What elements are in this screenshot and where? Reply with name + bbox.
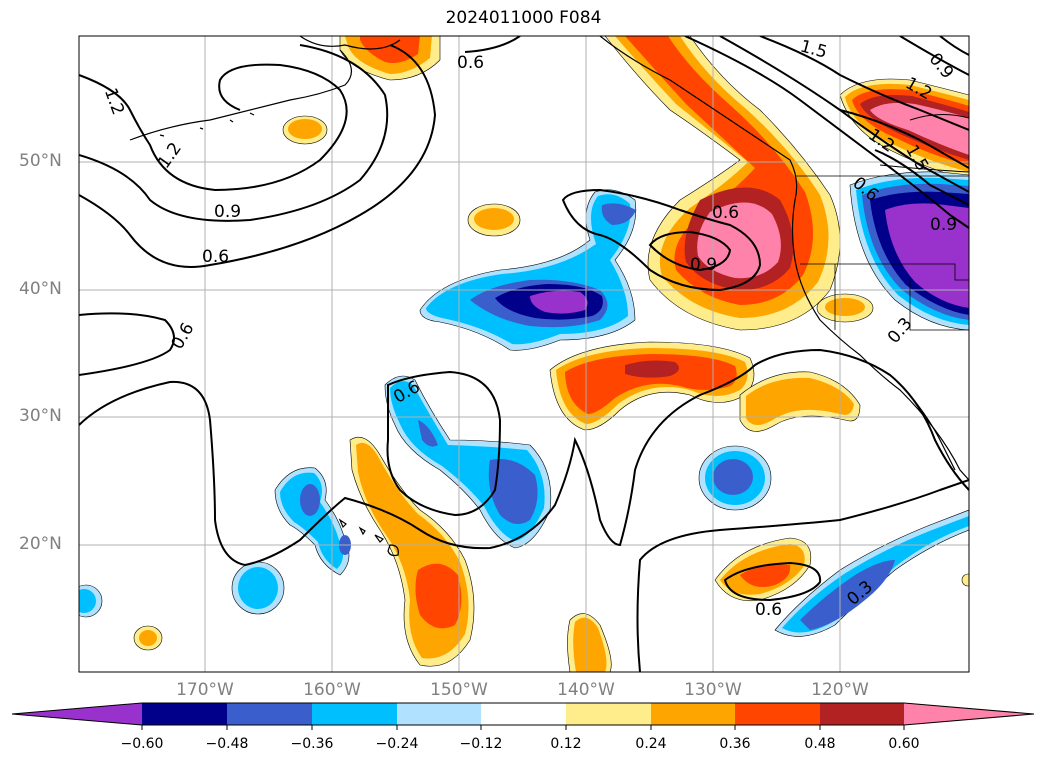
lat-label-40n: 40°N [19,279,62,299]
colorbar-segment [481,703,566,725]
colorbar-segment [566,703,651,725]
contour-label: 0.6 [457,53,484,73]
colorbar-tick-label: 0.24 [635,736,667,752]
colorbar-tick-label: 0.36 [719,736,751,752]
anomaly-region-central-orange [549,341,755,431]
colorbar-extend-min [12,703,142,725]
lat-label-20n: 20°N [19,534,62,554]
anomaly-region-west-blue [79,445,772,618]
colorbar-segment [227,703,312,725]
map-grid [79,36,969,672]
anomaly-region-south-east-orange [714,537,812,602]
colorbar-segment [651,703,735,725]
anomaly-region-small-orange [467,203,521,237]
lon-label-170w: 170°W [176,680,234,700]
anomaly-region-hawaii-blue [384,375,552,549]
map-frame [78,35,970,673]
contour-label: 0.9 [214,202,241,222]
anomaly-region-south-orange [133,436,969,672]
contour-label: 0.9 [690,255,717,275]
colorbar-segment [312,703,397,725]
colorbar-tick-label: 0.12 [550,736,582,752]
lat-label-30n: 30°N [19,406,62,426]
contour-label: 0.9 [930,215,957,235]
lon-label-160w: 160°W [303,680,361,700]
anomaly-region-right-orange [739,293,874,432]
colorbar-segment [397,703,481,725]
anomaly-region-ne-pink [839,78,969,181]
colorbar-segment [820,703,904,725]
lon-label-130w: 130°W [684,680,742,700]
minor-contours [879,114,969,173]
contour-label: 0.6 [755,600,782,620]
lon-label-150w: 150°W [430,680,488,700]
lon-label-140w: 140°W [557,680,615,700]
colorbar-tick-label: −0.60 [120,736,164,752]
colorbar-tick-label: −0.48 [205,736,249,752]
lat-label-50n: 50°N [19,151,62,171]
colorbar [11,702,1035,730]
anomaly-region-gulf-alaska [339,36,441,81]
contour-label: 0.6 [712,203,739,223]
colorbar-segment [142,703,227,725]
anomaly-region-central-purple [419,189,637,351]
anomaly-region-aleutian [282,115,328,145]
colorbar-segment [735,703,820,725]
colorbar-tick-label: 0.48 [804,736,836,752]
colorbar-tick-label: −0.12 [459,736,503,752]
map-title: 2024011000 F084 [445,8,602,28]
height-contours [79,36,969,672]
map-plot-area: 1.2 1.2 0.9 0.6 0.6 0.6 0.6 0.9 0.6 1.5 … [79,36,969,672]
colorbar-tick-label: −0.24 [375,736,419,752]
colorbar-tick-label: 0.60 [888,736,920,752]
colorbar-tick-label: −0.36 [290,736,334,752]
contour-label: 0.6 [202,247,229,267]
colorbar-extend-max [904,703,1034,725]
lon-label-120w: 120°W [811,680,869,700]
